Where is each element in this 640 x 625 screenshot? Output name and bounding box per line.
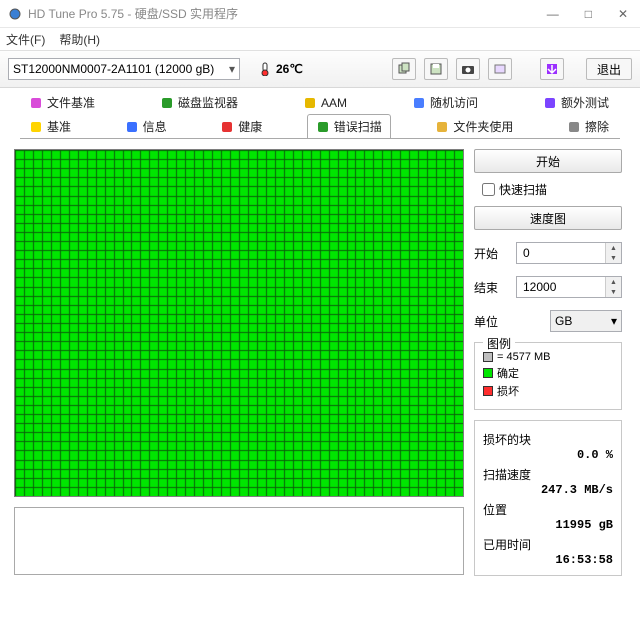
temperature-display: 26℃ bbox=[258, 62, 303, 76]
tab-额外测试[interactable]: 额外测试 bbox=[534, 90, 618, 114]
chevron-down-icon: ▾ bbox=[611, 314, 617, 328]
unit-select[interactable]: GB ▾ bbox=[550, 310, 622, 332]
tab-icon bbox=[29, 120, 43, 134]
tab-健康[interactable]: 健康 bbox=[211, 114, 271, 138]
tab-文件基准[interactable]: 文件基准 bbox=[20, 90, 104, 114]
tab-基准[interactable]: 基准 bbox=[20, 114, 80, 138]
thermometer-icon bbox=[258, 62, 272, 76]
chevron-down-icon: ▾ bbox=[229, 62, 235, 76]
spin-up-icon[interactable]: ▲ bbox=[606, 277, 621, 287]
title-bar: HD Tune Pro 5.75 - 硬盘/SSD 实用程序 — □ ✕ bbox=[0, 0, 640, 28]
start-scan-button[interactable]: 开始 bbox=[474, 149, 622, 173]
start-input[interactable]: 0 ▲▼ bbox=[516, 242, 622, 264]
tab-label: 文件基准 bbox=[47, 94, 95, 111]
tab-icon bbox=[316, 120, 330, 134]
tab-信息[interactable]: 信息 bbox=[116, 114, 176, 138]
tab-label: 额外测试 bbox=[561, 94, 609, 111]
tab-label: 信息 bbox=[143, 118, 167, 135]
tab-label: 健康 bbox=[238, 118, 262, 135]
tab-随机访问[interactable]: 随机访问 bbox=[403, 90, 487, 114]
spin-down-icon[interactable]: ▼ bbox=[606, 253, 621, 263]
tab-strip: 文件基准 磁盘监视器 AAM 随机访问 额外测试 基准 信息 健康 错误扫描 文件夹使用 擦除 bbox=[0, 88, 640, 139]
speed-map-button[interactable]: 速度图 bbox=[474, 206, 622, 230]
tab-磁盘监视器[interactable]: 磁盘监视器 bbox=[151, 90, 247, 114]
end-label: 结束 bbox=[474, 279, 510, 296]
temperature-value: 26℃ bbox=[276, 62, 303, 76]
save-button[interactable] bbox=[424, 58, 448, 80]
spin-up-icon[interactable]: ▲ bbox=[606, 243, 621, 253]
tab-icon bbox=[435, 120, 449, 134]
drive-select[interactable]: ST12000NM0007-2A1101 (12000 gB) ▾ bbox=[8, 58, 240, 80]
tab-icon bbox=[303, 96, 317, 110]
end-input[interactable]: 12000 ▲▼ bbox=[516, 276, 622, 298]
tab-icon bbox=[29, 96, 43, 110]
legend-bad-icon bbox=[483, 386, 493, 396]
toolbar: ST12000NM0007-2A1101 (12000 gB) ▾ 26℃ 退出 bbox=[0, 50, 640, 88]
tab-错误扫描[interactable]: 错误扫描 bbox=[307, 114, 391, 138]
quick-scan-checkbox[interactable]: 快速扫描 bbox=[474, 179, 622, 200]
legend-ok-icon bbox=[483, 368, 493, 378]
tab-label: 随机访问 bbox=[430, 94, 478, 111]
tab-label: 基准 bbox=[47, 118, 71, 135]
minimize-button[interactable]: — bbox=[543, 5, 563, 23]
tab-icon bbox=[412, 96, 426, 110]
tab-icon bbox=[567, 120, 581, 134]
window-title: HD Tune Pro 5.75 - 硬盘/SSD 实用程序 bbox=[28, 5, 543, 22]
tab-label: 擦除 bbox=[585, 118, 609, 135]
tab-icon bbox=[160, 96, 174, 110]
tab-icon bbox=[220, 120, 234, 134]
menu-help[interactable]: 帮助(H) bbox=[59, 31, 100, 48]
spin-down-icon[interactable]: ▼ bbox=[606, 287, 621, 297]
tab-label: 磁盘监视器 bbox=[178, 94, 238, 111]
legend-block-icon bbox=[483, 352, 493, 362]
log-box bbox=[14, 507, 464, 575]
start-label: 开始 bbox=[474, 245, 510, 262]
content-area: 开始 快速扫描 速度图 开始 0 ▲▼ 结束 12000 ▲▼ 单位 GB ▾ bbox=[0, 139, 640, 586]
close-button[interactable]: ✕ bbox=[614, 5, 632, 23]
tab-AAM[interactable]: AAM bbox=[294, 90, 356, 114]
copy-button[interactable] bbox=[392, 58, 416, 80]
menu-file[interactable]: 文件(F) bbox=[6, 31, 45, 48]
tab-label: 文件夹使用 bbox=[453, 118, 513, 135]
menu-bar: 文件(F) 帮助(H) bbox=[0, 28, 640, 50]
tab-icon bbox=[125, 120, 139, 134]
side-panel: 开始 快速扫描 速度图 开始 0 ▲▼ 结束 12000 ▲▼ 单位 GB ▾ bbox=[474, 149, 622, 576]
legend-group: 图例 = 4577 MB 确定 损坏 bbox=[474, 342, 622, 410]
maximize-button[interactable]: □ bbox=[581, 5, 596, 23]
unit-label: 单位 bbox=[474, 313, 510, 330]
tab-label: AAM bbox=[321, 96, 347, 110]
refresh-button[interactable] bbox=[540, 58, 564, 80]
drive-select-value: ST12000NM0007-2A1101 (12000 gB) bbox=[13, 62, 214, 76]
stats-group: 损坏的块 0.0 % 扫描速度 247.3 MB/s 位置 11995 gB 已… bbox=[474, 420, 622, 576]
scan-grid bbox=[14, 149, 464, 497]
tab-label: 错误扫描 bbox=[334, 118, 382, 135]
screenshot-button[interactable] bbox=[456, 58, 480, 80]
app-icon bbox=[8, 7, 22, 21]
tab-文件夹使用[interactable]: 文件夹使用 bbox=[426, 114, 522, 138]
exit-button[interactable]: 退出 bbox=[586, 58, 632, 80]
settings-button[interactable] bbox=[488, 58, 512, 80]
tab-icon bbox=[543, 96, 557, 110]
quick-scan-input[interactable] bbox=[482, 183, 495, 196]
tab-擦除[interactable]: 擦除 bbox=[558, 114, 618, 138]
